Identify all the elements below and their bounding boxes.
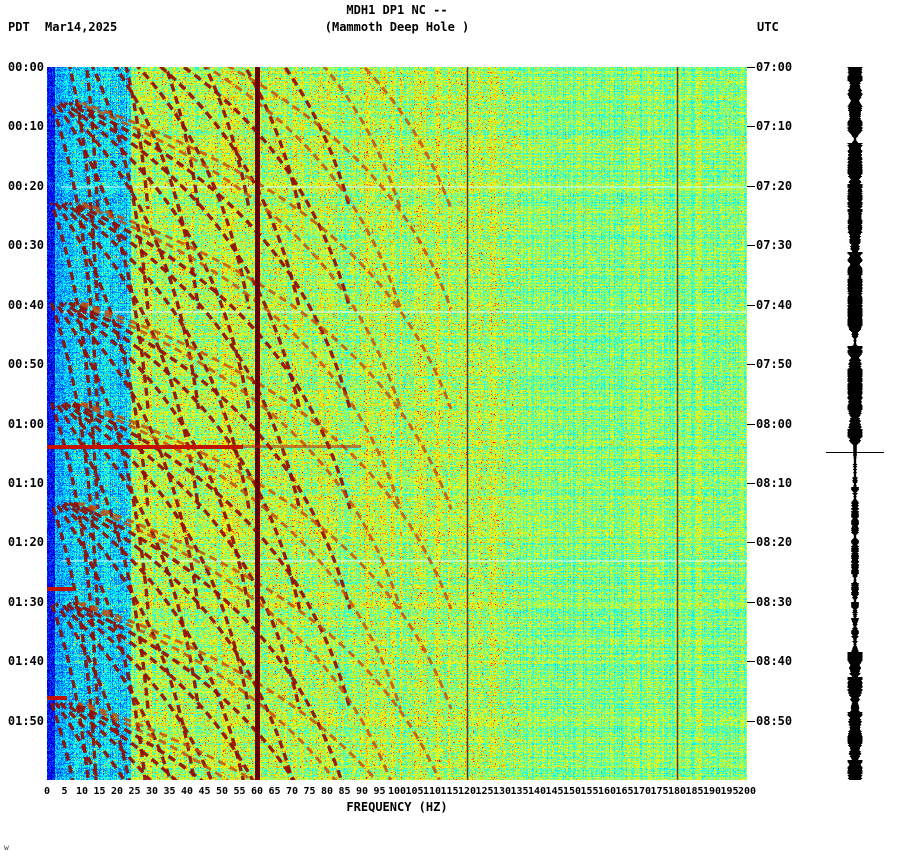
left-time-label: 00:50: [7, 357, 44, 372]
freq-tick-label: 150: [562, 786, 582, 797]
right-time-label: 07:30: [756, 238, 793, 253]
freq-tick-label: 20: [110, 786, 124, 797]
freq-tick-label: 195: [720, 786, 739, 797]
freq-tick-label: 0: [43, 786, 51, 797]
freq-tick-label: 155: [580, 786, 599, 797]
freq-tick-label: 55: [233, 786, 246, 797]
freq-tick-label: 10: [75, 786, 89, 797]
right-time-label: 07:10: [756, 119, 793, 134]
freq-tick-label: 90: [355, 786, 369, 797]
freq-tick-label: 80: [320, 786, 334, 797]
freq-tick-label: 45: [198, 786, 211, 797]
station-subtitle: (Mammoth Deep Hole ): [324, 20, 470, 34]
left-time-label: 01:00: [7, 416, 44, 431]
freq-tick-label: 135: [510, 786, 529, 797]
spectrogram-heatmap: [47, 67, 747, 780]
freq-tick-label: 125: [475, 786, 494, 797]
right-time-label: 07:20: [756, 178, 793, 193]
freq-tick-label: 85: [338, 786, 351, 797]
left-time-label: 00:20: [7, 178, 44, 193]
timezone-left-label: PDT: [8, 20, 30, 34]
freq-tick-label: 120: [457, 786, 477, 797]
freq-tick-label: 105: [405, 786, 424, 797]
right-time-label: 07:00: [756, 60, 793, 74]
left-time-label: 01:30: [7, 594, 44, 609]
freq-tick-label: 145: [545, 786, 564, 797]
freq-tick-label: 165: [615, 786, 634, 797]
left-time-label: 00:40: [7, 297, 44, 312]
freq-tick-label: 185: [685, 786, 704, 797]
freq-tick-label: 115: [440, 786, 459, 797]
freq-tick-label: 70: [285, 786, 299, 797]
freq-tick-label: 75: [303, 786, 316, 797]
right-axis-tick: [747, 304, 755, 306]
freq-tick-label: 100: [387, 786, 407, 797]
freq-tick-label: 180: [667, 786, 687, 797]
freq-tick-label: 160: [597, 786, 617, 797]
freq-tick-label: 110: [422, 786, 442, 797]
corner-artifact: w: [4, 843, 9, 852]
right-time-label: 08:20: [756, 535, 793, 550]
freq-tick-label: 60: [250, 786, 264, 797]
freq-tick-label: 35: [163, 786, 176, 797]
freq-tick-label: 5: [61, 786, 68, 797]
freq-tick-label: 30: [145, 786, 159, 797]
freq-tick-label: 200: [737, 786, 757, 797]
right-axis-tick: [747, 542, 755, 544]
freq-tick-label: 50: [215, 786, 229, 797]
freq-tick-label: 95: [373, 786, 386, 797]
right-axis-tick: [747, 661, 755, 663]
freq-tick-label: 65: [268, 786, 281, 797]
right-axis-tick: [747, 245, 755, 247]
freq-tick-label: 40: [180, 786, 194, 797]
left-time-label: 01:10: [7, 475, 44, 490]
date-label: Mar14,2025: [45, 20, 118, 34]
freq-tick-label: 130: [492, 786, 512, 797]
right-axis-tick: [747, 423, 755, 425]
right-axis-tick: [747, 720, 755, 722]
right-time-label: 08:40: [756, 654, 793, 669]
left-time-label: 00:30: [7, 238, 44, 253]
freq-tick-label: 170: [632, 786, 652, 797]
right-axis-tick: [747, 126, 755, 128]
right-axis-tick: [747, 601, 755, 603]
right-axis-tick: [747, 482, 755, 484]
right-time-label: 07:50: [756, 357, 793, 372]
freq-tick-label: 140: [527, 786, 547, 797]
right-time-label: 08:00: [756, 416, 793, 431]
right-axis-tick: [747, 67, 755, 68]
station-title: MDH1 DP1 NC --: [346, 3, 448, 17]
x-axis-title: FREQUENCY (HZ): [346, 800, 448, 814]
left-time-label: 01:20: [7, 535, 44, 550]
right-time-label: 08:10: [756, 475, 793, 490]
left-time-label: 00:00: [7, 60, 44, 74]
left-time-label: 01:40: [7, 654, 44, 669]
right-axis-tick: [747, 185, 755, 187]
freq-tick-label: 190: [702, 786, 722, 797]
freq-tick-label: 15: [93, 786, 106, 797]
right-axis-tick: [747, 364, 755, 366]
timezone-right-label: UTC: [757, 20, 779, 34]
left-time-label: 01:50: [7, 713, 44, 728]
freq-tick-label: 25: [128, 786, 141, 797]
right-time-label: 07:40: [756, 297, 793, 312]
amplitude-trace: [826, 67, 884, 780]
left-time-label: 00:10: [7, 119, 44, 134]
freq-tick-label: 175: [650, 786, 669, 797]
right-time-label: 08:50: [756, 713, 793, 728]
right-time-label: 08:30: [756, 594, 793, 609]
